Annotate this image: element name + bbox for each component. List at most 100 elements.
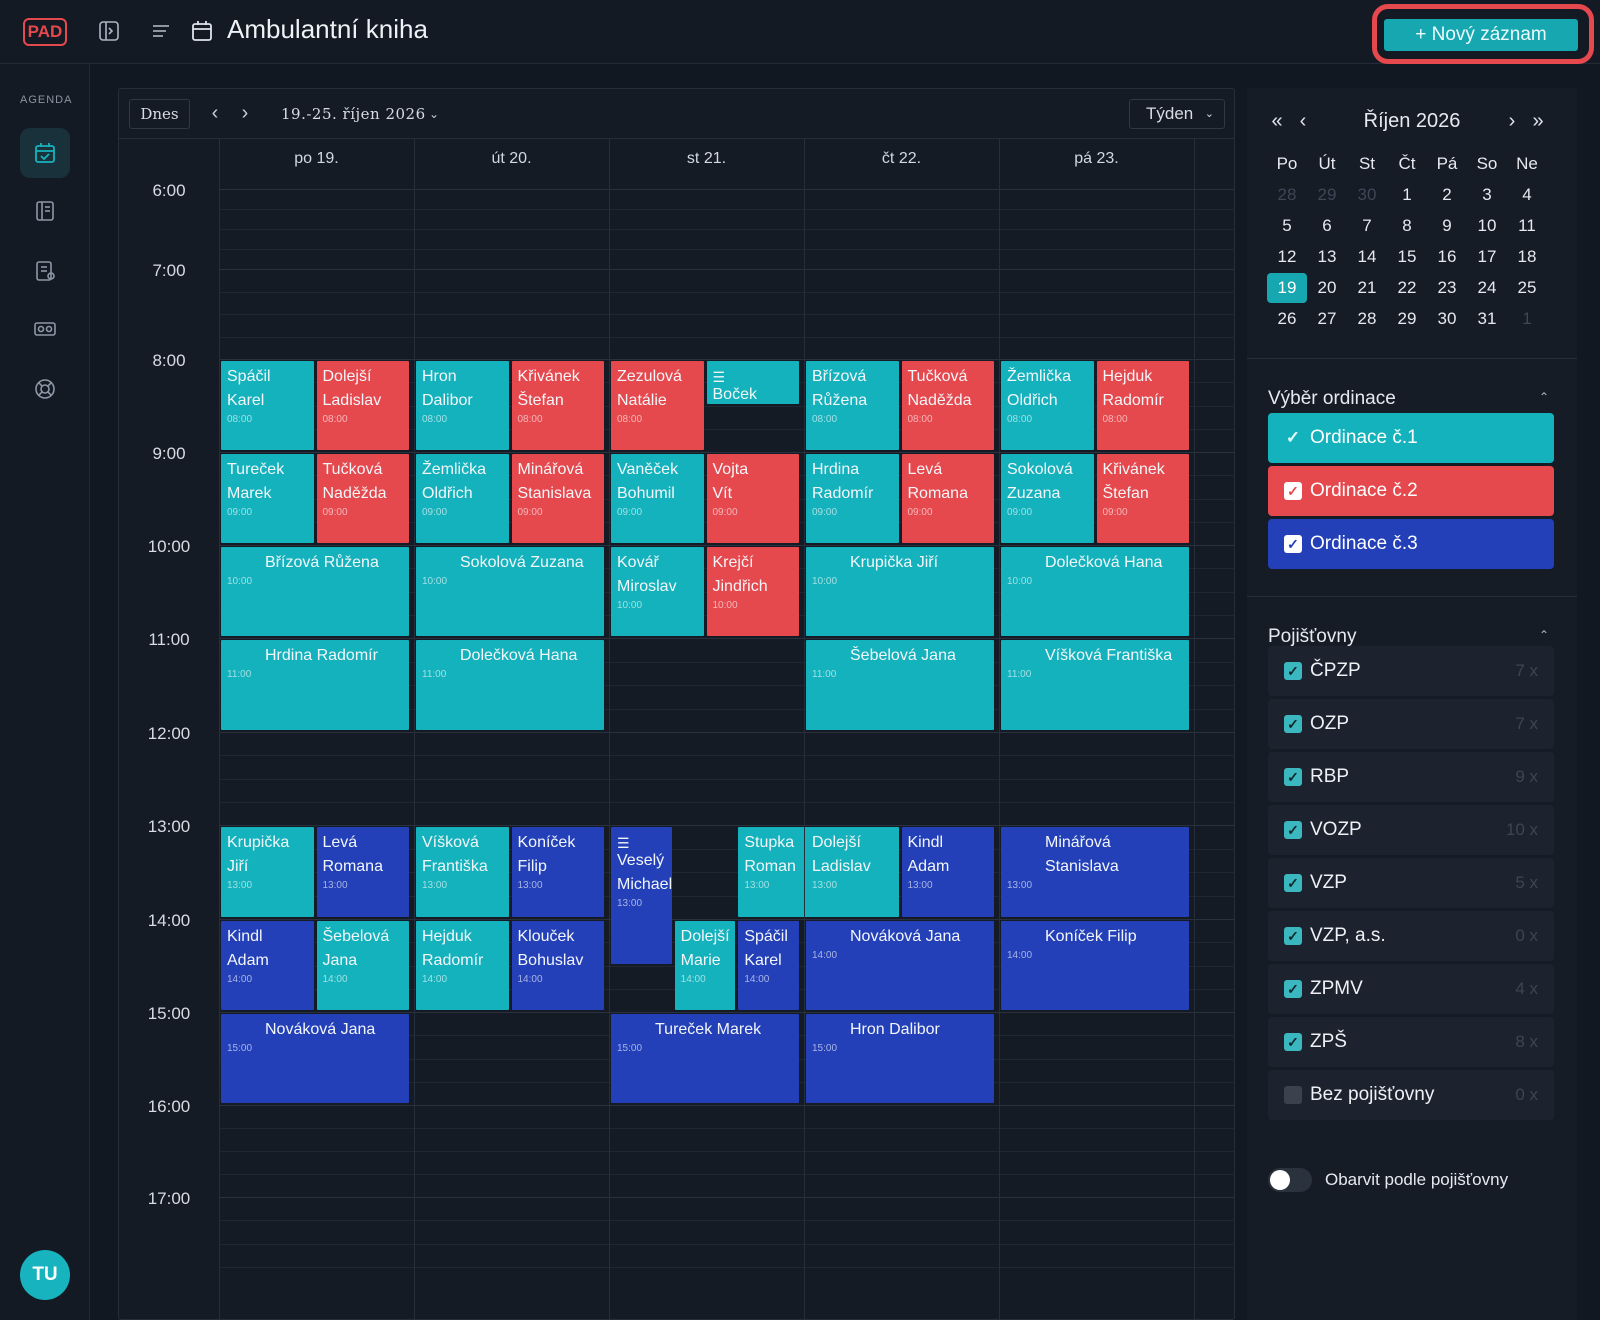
mini-day[interactable]: 5 xyxy=(1282,216,1292,235)
appointment-event[interactable]: Klouček Bohuslav 14:00 xyxy=(511,921,604,1010)
appointment-event[interactable]: Šebelová Jana 11:00 xyxy=(806,640,994,730)
next-week-button[interactable]: › xyxy=(241,102,249,124)
mini-day[interactable]: 28 xyxy=(1277,185,1297,204)
mini-day[interactable]: 31 xyxy=(1477,309,1497,328)
mini-day[interactable]: 22 xyxy=(1397,278,1417,297)
checkbox-icon[interactable]: ✓ xyxy=(1284,535,1302,553)
insurance-option[interactable]: ✓ VOZP 10 x xyxy=(1268,805,1554,855)
ordinace-option[interactable]: ✓ Ordinace č.3 xyxy=(1268,519,1554,569)
appointment-event[interactable]: Krupička Jiří 10:00 xyxy=(806,547,994,636)
mini-day[interactable]: 18 xyxy=(1517,247,1537,266)
mini-last-button[interactable]: » xyxy=(1532,110,1544,132)
chevron-down-icon[interactable]: ⌄ xyxy=(429,107,440,121)
checkbox-icon[interactable]: ✓ xyxy=(1284,874,1302,892)
insurance-option[interactable]: ✓ OZP 7 x xyxy=(1268,699,1554,749)
appointment-event[interactable]: Krejčí Jindřich 10:00 xyxy=(706,547,799,636)
view-select[interactable]: Týden ⌄ xyxy=(1129,99,1225,129)
ordinace-option[interactable]: ✓ Ordinace č.2 xyxy=(1268,466,1554,516)
appointment-event[interactable]: Dolečková Hana 11:00 xyxy=(416,640,604,730)
nav-card-icon[interactable] xyxy=(20,304,70,354)
nav-book-icon[interactable] xyxy=(20,186,70,236)
appointment-event[interactable]: Spáčil Karel 08:00 xyxy=(221,361,314,450)
appointment-event[interactable]: Tureček Marek 09:00 xyxy=(221,454,314,543)
app-logo[interactable]: PAD xyxy=(23,18,67,46)
mini-day[interactable]: 15 xyxy=(1397,247,1417,266)
appointment-event[interactable]: Levá Romana 09:00 xyxy=(901,454,994,543)
appointment-event[interactable]: Vojta Vít 09:00 xyxy=(706,454,799,543)
week-grid[interactable]: 6:00 7:00 8:00 9:00 10:00 11:00 12:00 13:00 14:0… xyxy=(119,179,1234,1319)
color-by-insurance-toggle[interactable] xyxy=(1268,1168,1312,1192)
mini-day[interactable]: 6 xyxy=(1322,216,1332,235)
appointment-event[interactable]: ☰ Veselý Michael 13:00 xyxy=(611,827,672,964)
mini-day[interactable]: 13 xyxy=(1317,247,1337,266)
appointment-event[interactable]: Tučková Naděžda 08:00 xyxy=(901,361,994,450)
insurance-option[interactable]: ✓ ČPZP 7 x xyxy=(1268,646,1554,696)
checkbox-icon[interactable]: ✓ xyxy=(1284,1033,1302,1051)
chevron-up-icon[interactable]: ⌃ xyxy=(1539,390,1550,404)
mini-day[interactable]: 4 xyxy=(1522,185,1532,204)
checkbox-icon[interactable]: ✓ xyxy=(1284,821,1302,839)
checkbox-icon[interactable]: ✓ xyxy=(1284,482,1302,500)
appointment-event[interactable]: Zezulová Natálie 08:00 xyxy=(611,361,704,450)
mini-day[interactable]: 11 xyxy=(1518,216,1536,235)
appointment-event[interactable]: Hrdina Radomír 09:00 xyxy=(806,454,899,543)
appointment-event[interactable]: Dolejší Ladislav 08:00 xyxy=(316,361,409,450)
mini-day[interactable]: 17 xyxy=(1477,247,1497,266)
mini-day[interactable]: 29 xyxy=(1397,309,1417,328)
today-button[interactable]: Dnes xyxy=(129,99,190,129)
mini-day[interactable]: 10 xyxy=(1477,216,1497,235)
mini-day[interactable]: 12 xyxy=(1277,247,1297,266)
mini-prev-button[interactable]: ‹ xyxy=(1299,110,1307,132)
mini-day[interactable]: 27 xyxy=(1317,309,1337,328)
checkbox-icon[interactable]: ✓ xyxy=(1284,662,1302,680)
mini-day[interactable]: 28 xyxy=(1357,309,1377,328)
checkbox-icon[interactable]: ✓ xyxy=(1285,428,1301,447)
appointment-event[interactable]: Hron Dalibor 15:00 xyxy=(806,1014,994,1103)
mini-day[interactable]: 26 xyxy=(1277,309,1297,328)
appointment-event[interactable]: Žemlička Oldřich 08:00 xyxy=(1001,361,1094,450)
appointment-event[interactable]: Dolejší Ladislav 13:00 xyxy=(806,827,899,917)
user-avatar[interactable]: TU xyxy=(20,1250,70,1300)
appointment-event[interactable]: Dolejší Marie 14:00 xyxy=(674,921,736,1010)
appointment-event[interactable]: Hron Dalibor 08:00 xyxy=(416,361,509,450)
menu-lines-icon[interactable] xyxy=(150,20,174,44)
prev-week-button[interactable]: ‹ xyxy=(211,102,219,124)
appointment-event[interactable]: Koníček Filip 13:00 xyxy=(511,827,604,917)
appointment-event[interactable]: Sokolová Zuzana 09:00 xyxy=(1001,454,1094,543)
mini-day[interactable]: 9 xyxy=(1442,216,1452,235)
appointment-event[interactable]: Nováková Jana 15:00 xyxy=(221,1014,409,1103)
checkbox-icon[interactable] xyxy=(1284,1086,1302,1104)
appointment-event[interactable]: ☰Boček Rudolf xyxy=(706,361,799,404)
mini-day[interactable]: 21 xyxy=(1357,278,1377,297)
chevron-up-icon[interactable]: ⌃ xyxy=(1539,628,1550,642)
nav-agenda-calendar[interactable] xyxy=(20,128,70,178)
checkbox-icon[interactable]: ✓ xyxy=(1284,927,1302,945)
appointment-event[interactable]: Tureček Marek 15:00 xyxy=(611,1014,799,1103)
mini-day[interactable]: 29 xyxy=(1317,185,1337,204)
mini-day[interactable]: 20 xyxy=(1317,278,1337,297)
mini-next-button[interactable]: › xyxy=(1508,110,1516,132)
mini-day[interactable]: 1 xyxy=(1402,185,1412,204)
appointment-event[interactable]: Hrdina Radomír 11:00 xyxy=(221,640,409,730)
appointment-event[interactable]: Kindl Adam 14:00 xyxy=(221,921,314,1010)
appointment-event[interactable]: Šebelová Jana 14:00 xyxy=(316,921,409,1010)
mini-day[interactable]: 2 xyxy=(1442,185,1452,204)
date-range-picker[interactable]: 19.-25. říjen 2026 xyxy=(281,105,426,123)
appointment-event[interactable]: Křivánek Štefan 09:00 xyxy=(1096,454,1189,543)
mini-first-button[interactable]: « xyxy=(1271,110,1283,132)
appointment-event[interactable]: Minářová Stanislava 09:00 xyxy=(511,454,604,543)
checkbox-icon[interactable]: ✓ xyxy=(1284,715,1302,733)
appointment-event[interactable]: Víšková Františka 11:00 xyxy=(1001,640,1189,730)
mini-day[interactable]: 23 xyxy=(1437,278,1457,297)
nav-report-icon[interactable] xyxy=(20,246,70,296)
appointment-event[interactable]: Kovář Miroslav 10:00 xyxy=(611,547,704,636)
appointment-event[interactable]: Sokolová Zuzana 10:00 xyxy=(416,547,604,636)
mini-day[interactable]: 3 xyxy=(1482,185,1492,204)
insurance-option[interactable]: ✓ ZPMV 4 x xyxy=(1268,964,1554,1014)
appointment-event[interactable]: Dolečková Hana 10:00 xyxy=(1001,547,1189,636)
nav-help-icon[interactable] xyxy=(20,364,70,414)
mini-day[interactable]: 16 xyxy=(1437,247,1457,266)
mini-day[interactable]: 7 xyxy=(1362,216,1372,235)
appointment-event[interactable]: Koníček Filip 14:00 xyxy=(1001,921,1189,1010)
insurance-option[interactable]: ✓ VZP, a.s. 0 x xyxy=(1268,911,1554,961)
